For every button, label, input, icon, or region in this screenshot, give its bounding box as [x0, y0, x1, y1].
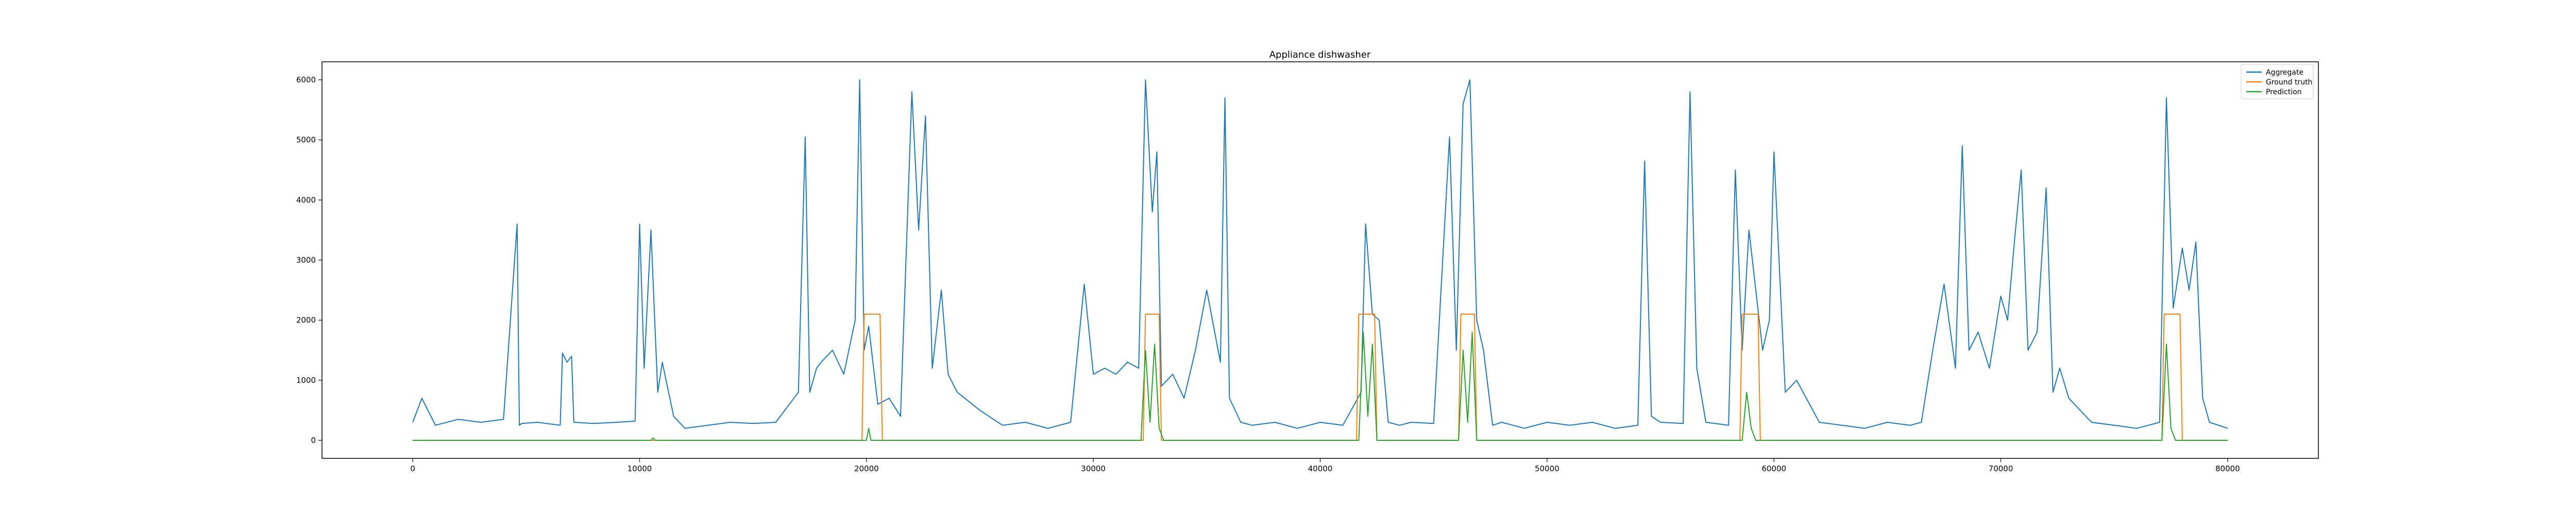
x-tick-label: 10000: [628, 464, 652, 473]
series-line-aggregate: [412, 79, 2228, 429]
legend-aggregate-label: Aggregate: [2266, 68, 2303, 77]
y-tick-label: 3000: [296, 255, 316, 265]
y-axis: 0 1000 2000 3000 4000 5000 6000: [296, 75, 322, 445]
y-tick-label: 2000: [296, 316, 316, 325]
x-tick-label: 20000: [854, 464, 879, 473]
x-tick-label: 80000: [2215, 464, 2240, 473]
x-tick-label: 60000: [1761, 464, 1786, 473]
x-axis: 0 10000 20000 30000 40000 50000 60000 70000 8000…: [410, 458, 2240, 473]
legend: Aggregate Ground truth Prediction: [2241, 64, 2314, 99]
legend-prediction-label: Prediction: [2266, 88, 2302, 96]
x-tick-label: 0: [410, 464, 415, 473]
x-tick-label: 50000: [1535, 464, 1560, 473]
x-tick-label: 70000: [1989, 464, 2013, 473]
y-tick-label: 0: [311, 436, 316, 445]
y-tick-label: 6000: [296, 75, 316, 84]
series-line-prediction: [413, 332, 2228, 441]
y-tick-label: 1000: [296, 375, 316, 385]
legend-box: [2241, 64, 2314, 99]
y-tick-label: 5000: [296, 135, 316, 145]
legend-ground-truth-label: Ground truth: [2266, 78, 2312, 87]
y-tick-label: 4000: [296, 195, 316, 204]
chart-title: Appliance dishwasher: [1269, 49, 1371, 60]
x-tick-label: 30000: [1081, 464, 1106, 473]
x-tick-label: 40000: [1308, 464, 1333, 473]
plot-lines: [412, 79, 2228, 441]
